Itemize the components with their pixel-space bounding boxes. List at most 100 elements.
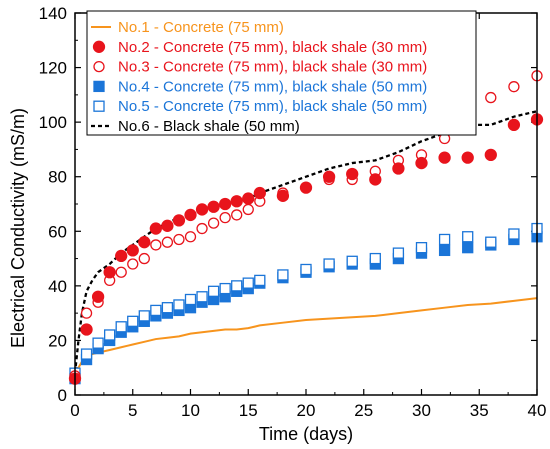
data-point [392,247,405,259]
x-tick-label: 15 [239,401,258,420]
data-point [299,181,313,194]
series-5 [69,222,543,379]
x-tick-label: 5 [128,401,137,420]
data-point [115,321,127,333]
data-point [80,348,93,360]
data-point [207,285,220,297]
data-point [484,148,497,162]
data-point [207,217,220,229]
y-tick-label: 40 [48,277,67,296]
legend-swatch [92,40,106,53]
data-point [346,255,358,267]
data-point [196,222,208,235]
data-point [92,337,104,349]
data-point [507,118,521,132]
data-point [438,151,451,164]
data-point [322,170,336,183]
x-tick-label: 20 [297,401,316,420]
legend-entry-3: No.3 - Concrete (75 mm), black shale (30… [118,59,427,76]
legend-swatch [93,60,105,73]
y-tick-label: 100 [39,113,67,132]
data-point [276,189,290,202]
x-axis-title: Time (days) [259,424,353,444]
x-tick-label: 0 [70,401,79,420]
data-point [184,231,197,243]
data-point [196,291,208,303]
data-point [219,282,231,295]
x-tick-label: 30 [412,401,431,420]
data-point [230,195,243,208]
legend-swatch [93,80,105,93]
axis-labels: Time (days) Electrical Conductivity (mS/… [8,108,353,444]
y-axis-title: Electrical Conductivity (mS/m) [8,108,28,348]
data-point [138,236,151,249]
data-point [218,197,232,211]
y-tick-label: 80 [48,168,67,187]
y-tick-label: 0 [58,386,67,405]
data-point [508,228,520,240]
data-point [195,203,209,216]
legend: No.1 - Concrete (75 mm) No.2 - Concrete (… [86,10,477,136]
data-point [242,192,255,205]
data-point [277,269,289,281]
data-point [462,242,474,254]
data-point [126,244,139,257]
data-point [242,277,254,289]
data-point [461,151,474,164]
data-point [438,244,451,257]
data-point [127,315,139,327]
data-point [508,81,520,93]
data-point [173,299,185,311]
ticks: 0 5 10 15 20 25 30 35 40 0 20 40 60 80 100 120 140 [39,4,547,420]
data-point [231,209,243,221]
data-point [242,203,254,216]
y-tick-label: 60 [48,222,67,241]
data-point [392,162,405,175]
data-point [438,233,451,246]
data-point [115,249,128,262]
series-line [74,297,538,379]
data-point [207,200,220,213]
data-point [138,310,150,322]
series-1 [74,297,538,379]
data-point [462,231,474,243]
x-tick-label: 10 [181,401,200,420]
legend-box [86,10,477,136]
series-2 [68,113,544,385]
data-point [254,274,266,287]
data-point [300,263,312,276]
data-point [149,222,163,235]
data-point [103,266,116,279]
data-point [104,329,116,341]
legend-entry-4: No.4 - Concrete (75 mm), black shale (50… [118,78,427,95]
data-point [184,208,197,222]
data-point [127,258,139,270]
data-point [115,266,127,278]
data-point [369,173,382,186]
data-point [485,236,497,248]
data-point [346,167,359,181]
data-point [161,219,174,232]
data-point [150,239,162,251]
data-point [253,186,266,200]
data-point [172,214,186,227]
x-tick-label: 40 [528,401,547,420]
data-point [91,290,105,303]
y-tick-label: 120 [39,59,67,78]
data-point [80,307,93,319]
y-tick-label: 140 [39,4,67,23]
data-point [219,211,231,224]
legend-entry-2: No.2 - Concrete (75 mm), black shale (30… [118,39,427,56]
data-point [369,252,381,265]
data-point [485,91,497,104]
legend-entry-5: No.5 - Concrete (75 mm), black shale (50… [118,98,427,115]
x-tick-label: 35 [470,401,489,420]
data-point [323,258,335,270]
data-point [138,252,150,265]
data-point [150,304,162,317]
legend-entry-1: No.1 - Concrete (75 mm) [118,19,284,36]
legend-swatch [93,100,105,112]
data-point [231,280,243,292]
data-point [184,293,197,306]
